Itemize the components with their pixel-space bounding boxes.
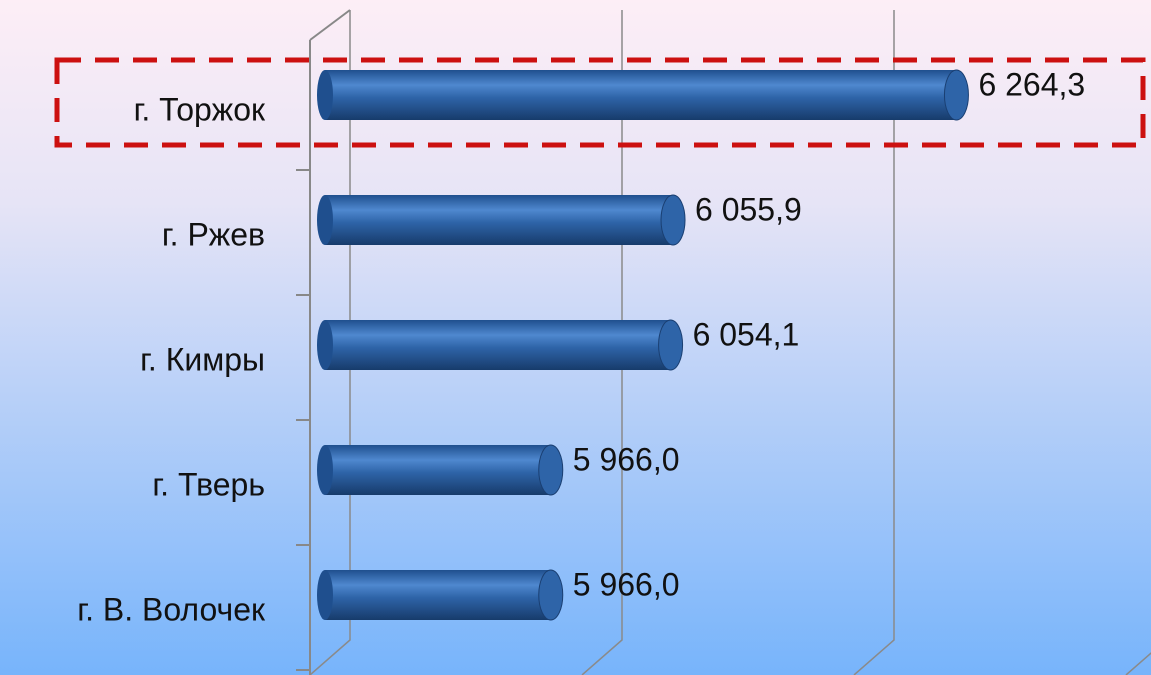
bar-base — [317, 445, 333, 495]
bar-cap — [538, 444, 564, 496]
value-label: 5 966,0 — [573, 441, 680, 477]
grid-line — [1125, 652, 1151, 675]
grid-line — [853, 10, 895, 675]
value-label: 6 055,9 — [695, 191, 802, 227]
bar-cap — [538, 569, 564, 621]
bars: г. Торжок 6 264,3 г. Ржев 6 055,9 г. Кимры 6 … — [77, 66, 1085, 671]
category-label: г. Кимры — [140, 341, 265, 377]
category-label: г. Тверь — [152, 466, 265, 502]
category-label: г. В. Волочек — [77, 591, 266, 627]
bar — [325, 320, 671, 370]
value-label: 6 264,3 — [978, 66, 1085, 102]
highlight-box — [54, 57, 1146, 148]
bar — [325, 445, 551, 495]
bar-base — [317, 195, 333, 245]
bar-cap — [658, 319, 684, 371]
bar-base — [317, 70, 333, 120]
value-label: 5 966,0 — [573, 566, 680, 602]
bar — [325, 70, 957, 120]
bar — [325, 195, 674, 245]
category-label: г. Ржев — [162, 216, 265, 252]
bar-base — [317, 570, 333, 620]
bar-cap — [943, 69, 969, 121]
bar — [325, 570, 551, 620]
bar-base — [317, 320, 333, 370]
axis-depth — [309, 9, 351, 41]
value-label: 6 054,1 — [693, 316, 800, 352]
bar-cap — [660, 194, 686, 246]
category-label: г. Торжок — [134, 91, 266, 127]
